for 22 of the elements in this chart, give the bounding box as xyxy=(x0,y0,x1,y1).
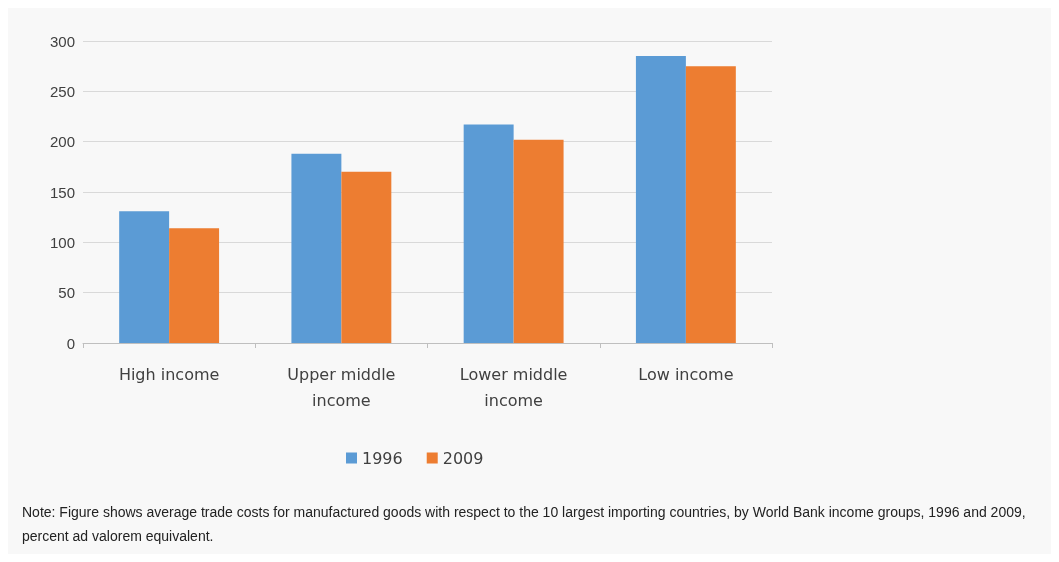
bar xyxy=(513,139,564,343)
bar xyxy=(119,211,170,343)
legend-label: 2009 xyxy=(442,448,484,468)
bar xyxy=(635,56,686,343)
y-tick-label: 250 xyxy=(49,82,75,100)
legend-label: 1996 xyxy=(362,448,403,468)
x-tick-label: Upper middle income xyxy=(287,364,396,410)
y-tick-label: 100 xyxy=(49,233,75,251)
y-tick-label: 0 xyxy=(66,334,75,352)
x-tick-label: Low income xyxy=(638,364,734,384)
y-tick-label: 50 xyxy=(58,284,75,302)
x-tick-label: Lower middle income xyxy=(459,364,568,410)
x-tick-label: High income xyxy=(118,364,220,384)
bar xyxy=(169,228,220,343)
y-tick-label: 300 xyxy=(49,32,75,50)
y-tick-label: 150 xyxy=(49,183,75,201)
bar xyxy=(341,171,392,343)
bar xyxy=(463,124,514,343)
text: Note: Figure shows average trade costs for manufactured goods with respect to the 10 largest importing countries, by World Bank income groups, 1996 and 2009, percent ad valorem equivalent. xyxy=(22,504,1030,544)
bar xyxy=(291,153,342,343)
bar xyxy=(685,66,736,343)
y-tick-label: 200 xyxy=(49,133,75,151)
